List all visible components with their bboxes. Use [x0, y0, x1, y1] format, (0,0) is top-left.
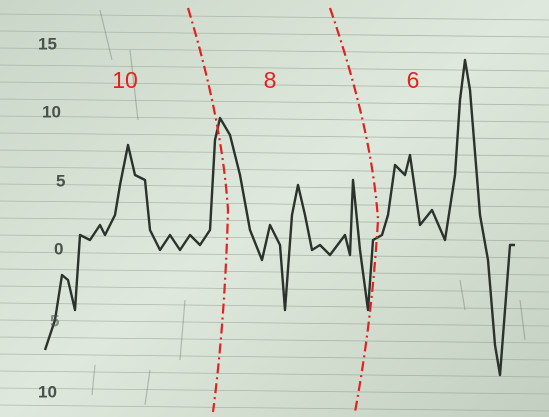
scale-label: 5 [50, 311, 59, 330]
paper-rule [0, 47, 549, 55]
scale-label: 15 [38, 34, 57, 53]
paper-rule [0, 200, 549, 208]
paper-rule [0, 251, 549, 259]
paper-rule [0, 98, 549, 106]
paper-rule [0, 64, 549, 72]
zone-label: 8 [264, 67, 277, 93]
paper-rule [0, 285, 549, 293]
paper-rule [0, 81, 549, 89]
paper-rule [0, 30, 549, 38]
paper-rule [0, 13, 549, 21]
paper-rule [0, 302, 549, 310]
zone-label: 10 [112, 67, 138, 93]
trace [43, 58, 515, 377]
paper-rule [0, 183, 549, 191]
paper-rule [0, 404, 549, 412]
smudges [91, 9, 526, 406]
paper-rule [0, 268, 549, 276]
scale-label: 5 [56, 171, 65, 190]
paper-rule [0, 166, 549, 174]
paper-rule [0, 370, 549, 378]
paper-rules [0, 13, 549, 412]
paper-rule [0, 217, 549, 225]
divider-line [186, 7, 230, 413]
paper-rule [0, 319, 549, 327]
scale-label: 10 [38, 382, 57, 401]
scale-label: 10 [42, 102, 61, 121]
zone-label: 6 [407, 67, 420, 93]
paper-rule [0, 387, 549, 395]
scale-label: 0 [54, 239, 63, 258]
paper-rule [0, 353, 549, 361]
paper-rule [0, 336, 549, 344]
